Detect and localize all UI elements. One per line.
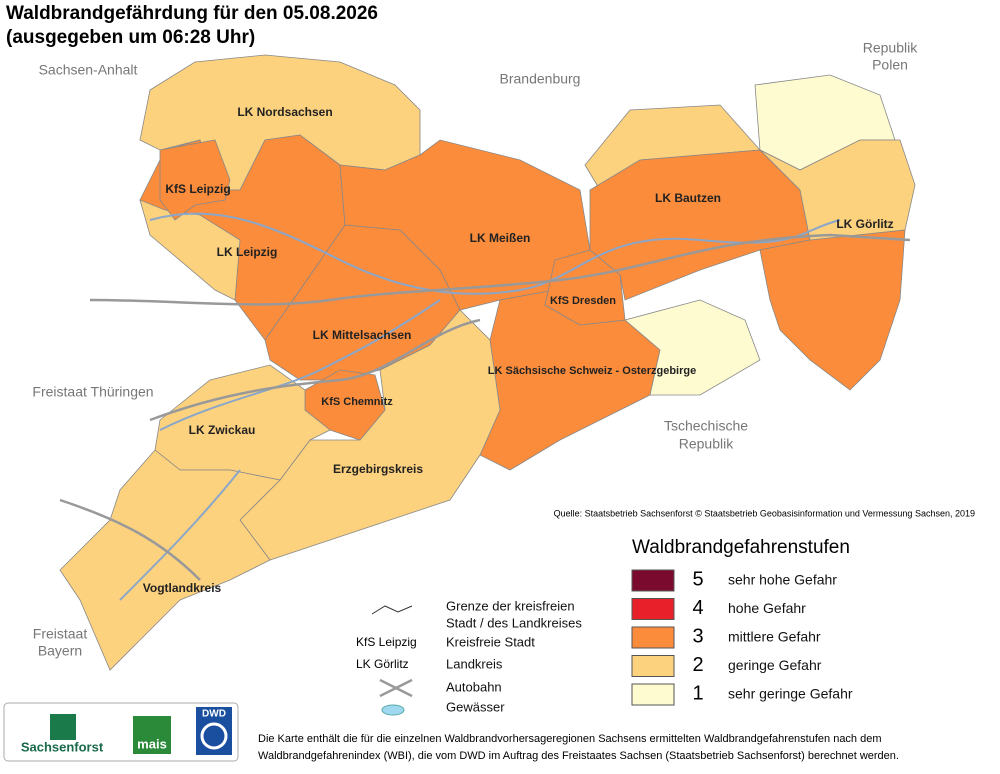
key-city: Kreisfreie Stadt <box>446 634 535 649</box>
river <box>119 469 241 601</box>
legend-label: sehr geringe Gefahr <box>728 686 853 702</box>
region <box>624 299 761 396</box>
legend-level: 4 <box>692 597 703 619</box>
source: Quelle: Staatsbetrieb Sachsenforst © Sta… <box>554 508 975 518</box>
key-water-symbol <box>381 704 405 716</box>
region <box>544 249 626 326</box>
logo-icon <box>50 714 76 740</box>
region-label: LK Meißen <box>470 231 531 245</box>
key-city-example: KfS Leipzig <box>356 635 417 649</box>
motorway <box>59 498 201 581</box>
logo-icon <box>200 722 228 750</box>
region-label: LK Bautzen <box>655 191 721 205</box>
region-label: Erzgebirgskreis <box>333 462 423 476</box>
region <box>59 449 281 671</box>
legend-level: 1 <box>692 682 703 704</box>
region-label: LK Leipzig <box>217 245 278 259</box>
legend-level: 2 <box>692 654 703 676</box>
river <box>149 212 841 295</box>
legend-label: hohe Gefahr <box>728 600 806 616</box>
neighbor: Brandenburg <box>500 71 581 87</box>
subtitle: (ausgegeben um 06:28 Uhr) <box>6 27 255 48</box>
key-district: Landkreis <box>446 656 503 671</box>
legend-level: 5 <box>692 568 703 590</box>
region <box>239 309 501 561</box>
region <box>759 229 906 391</box>
logo: mais <box>137 736 167 751</box>
key-boundary: Grenze der kreisfreien <box>446 598 575 613</box>
neighbor: Republik <box>863 40 918 56</box>
key-motorway: Autobahn <box>446 679 502 694</box>
rivers <box>119 212 841 601</box>
region-label: KfS Dresden <box>550 295 616 307</box>
motorway <box>149 318 481 422</box>
neighbor: Bayern <box>38 643 82 659</box>
regions <box>59 54 916 671</box>
region-label: LK Görlitz <box>836 217 893 231</box>
logo: DWD <box>202 709 226 720</box>
title: Waldbrandgefährdung für den 05.08.2026 <box>6 3 378 24</box>
region-label: KfS Chemnitz <box>321 396 393 408</box>
region-label: Vogtlandkreis <box>143 581 222 595</box>
region-label: LK Mittelsachsen <box>313 328 412 342</box>
legend-label: mittlere Gefahr <box>728 629 821 645</box>
key-boundary-symbol <box>371 605 413 615</box>
legend-swatch <box>631 655 675 677</box>
neighbor: Freistaat Thüringen <box>32 384 153 400</box>
neighbor: Polen <box>872 57 908 73</box>
neighbor: Republik <box>679 436 734 452</box>
logo: Sachsenforst <box>21 739 104 754</box>
legend-label: sehr hohe Gefahr <box>728 572 837 588</box>
motorway <box>89 233 911 306</box>
logo-icon <box>133 716 171 754</box>
legend-swatch <box>631 626 675 649</box>
river <box>159 299 441 431</box>
region-label: LK Sächsische Schweiz - Osterzgebirge <box>488 365 696 377</box>
region <box>159 139 231 221</box>
legend-level: 3 <box>692 625 703 647</box>
key-water: Gewässer <box>446 699 505 714</box>
neighbor: Tschechische <box>664 418 748 434</box>
legend-swatch <box>631 683 675 706</box>
legend-label: geringe Gefahr <box>728 657 822 673</box>
key-boundary: Stadt / des Landkreises <box>446 615 582 630</box>
footnote: Waldbrandgefahrenindex (WBI), die vom DW… <box>258 750 899 762</box>
legend-swatch <box>631 569 675 592</box>
legend-swatch <box>631 598 675 620</box>
legend-title: Waldbrandgefahrenstufen <box>632 537 850 558</box>
footnote: Die Karte enthält die für die einzelnen … <box>258 733 882 745</box>
motorways <box>59 233 911 581</box>
neighbor: Freistaat <box>33 626 88 642</box>
key-district-example: LK Görlitz <box>356 657 409 671</box>
legend: 5 sehr hohe Gefahr 4 hohe Gefahr 3 mittlere G… <box>631 568 853 706</box>
neighbor: Sachsen-Anhalt <box>39 62 138 78</box>
region-labels: LK Nordsachsen LK Leipzig KfS Leipzig LK Mi… <box>143 105 894 595</box>
region-label: LK Zwickau <box>189 423 256 437</box>
region-label: KfS Leipzig <box>165 182 230 196</box>
region-label: LK Nordsachsen <box>237 105 332 119</box>
key-motorway-symbol <box>379 678 413 698</box>
region <box>759 139 916 241</box>
